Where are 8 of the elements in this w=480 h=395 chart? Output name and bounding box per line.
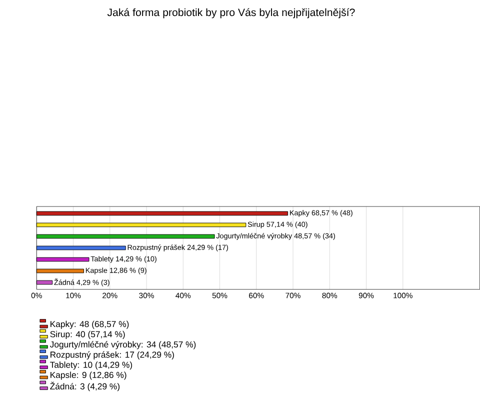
legend-label: Sirup: 40 (57,14 %): [50, 331, 125, 340]
legend-label: Kapky: 48 (68,57 %): [50, 320, 129, 330]
legend-label: Žádná: 3 (4,29 %): [50, 382, 120, 392]
legend-label: Tablety: 10 (14,29 %): [50, 362, 132, 370]
chart-title: Jaká forma probiotik by pro Vás byla nejpřijatelnější?: [107, 8, 355, 18]
legend-label: Rozpustný prášek: 17 (24,29 %): [50, 351, 174, 360]
legend-label: Jogurty/mléčné výrobky: 34 (48,57 %): [50, 341, 196, 350]
legend-label: Kapsle: 9 (12,86 %): [50, 372, 126, 380]
